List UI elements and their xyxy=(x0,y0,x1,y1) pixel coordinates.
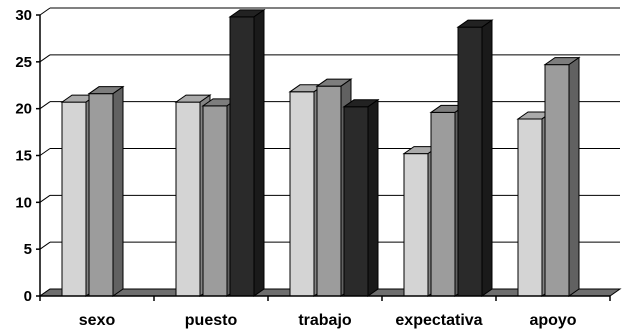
bar-front xyxy=(517,118,543,297)
gridline-depth xyxy=(39,148,51,156)
x-tick-label: apoyo xyxy=(529,312,576,329)
bar-front xyxy=(202,105,228,297)
bar-front xyxy=(289,91,315,297)
bar-side xyxy=(481,19,493,297)
gridline-depth xyxy=(39,7,51,16)
bar-front xyxy=(403,153,429,297)
y-axis: 0 5 10 15 20 25 30 xyxy=(15,7,41,305)
bar xyxy=(228,8,266,297)
y-tick-label: 10 xyxy=(15,194,32,211)
y-tick-label: 5 xyxy=(24,241,32,258)
bars xyxy=(60,8,581,297)
bar-front xyxy=(175,101,201,297)
y-tick-label: 0 xyxy=(24,288,32,305)
bar-front xyxy=(61,101,87,297)
bar-side xyxy=(112,85,124,297)
bar-front xyxy=(343,106,369,297)
y-tick-label: 25 xyxy=(15,54,32,71)
bar-front xyxy=(229,16,255,297)
bar-side xyxy=(367,98,379,297)
y-tick-label: 15 xyxy=(15,148,32,165)
bar xyxy=(87,85,125,297)
gridline-depth xyxy=(39,194,51,203)
x-tick-label: expectativa xyxy=(395,312,482,329)
bar-side xyxy=(568,56,580,297)
bar-front xyxy=(457,26,483,297)
x-tick-label: sexo xyxy=(79,312,116,329)
x-tick-label: puesto xyxy=(185,312,238,329)
bar-front xyxy=(544,64,570,297)
bar xyxy=(342,98,380,297)
bar xyxy=(456,19,494,297)
gridline-depth xyxy=(39,241,51,250)
bar xyxy=(543,56,581,297)
x-tick-label: trabajo xyxy=(298,312,352,329)
gridline-depth xyxy=(39,101,51,110)
x-axis: sexo puesto trabajo expectativa apoyo xyxy=(39,295,611,329)
bar-side xyxy=(253,8,265,297)
bar-front xyxy=(316,85,342,297)
bar-front xyxy=(88,93,114,297)
gridline-depth xyxy=(39,54,51,63)
bar-front xyxy=(430,111,456,297)
y-tick-label: 30 xyxy=(15,7,32,24)
y-tick-label: 20 xyxy=(15,101,32,118)
